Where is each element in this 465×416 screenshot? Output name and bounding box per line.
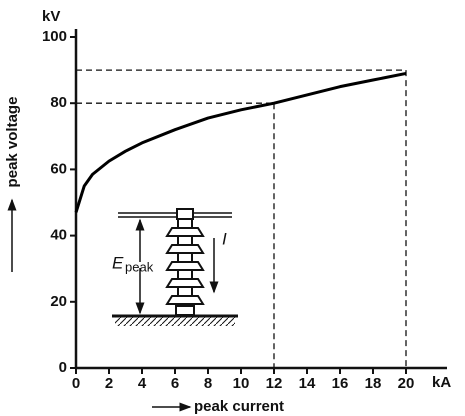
y-tick-label: 20 xyxy=(50,293,67,310)
sheds xyxy=(165,227,205,305)
curve xyxy=(74,71,407,213)
y-tick-label: 100 xyxy=(42,28,67,45)
x-tick-label: 6 xyxy=(171,375,179,392)
x-tick-label: 16 xyxy=(332,375,349,392)
voltage-label: E xyxy=(112,253,124,272)
x-tick-label: 20 xyxy=(398,375,415,392)
y-axis-label: peak voltage xyxy=(4,97,21,188)
x-tick-label: 10 xyxy=(233,375,250,392)
cap xyxy=(176,208,194,220)
y-tick-label: 0 xyxy=(59,359,67,376)
x-tick-label: 2 xyxy=(105,375,113,392)
y-unit: kV xyxy=(42,8,60,25)
y-tick-label: 80 xyxy=(50,94,67,111)
x-tick-label: 12 xyxy=(266,375,283,392)
x-axis-label: peak current xyxy=(194,398,284,415)
x-tick-label: 18 xyxy=(365,375,382,392)
voltage-subscript: peak xyxy=(125,259,154,274)
x-tick-label: 14 xyxy=(299,375,316,392)
x-unit: kA xyxy=(432,374,451,391)
x-tick-label: 0 xyxy=(72,375,80,392)
y-tick-label: 60 xyxy=(50,160,67,177)
y-tick-label: 40 xyxy=(50,227,67,244)
inset: E peak I xyxy=(112,208,238,326)
ground-hatch xyxy=(115,316,235,326)
x-tick-label: 4 xyxy=(138,375,147,392)
base xyxy=(175,305,195,316)
x-tick-label: 8 xyxy=(204,375,212,392)
current-label: I xyxy=(222,229,227,248)
